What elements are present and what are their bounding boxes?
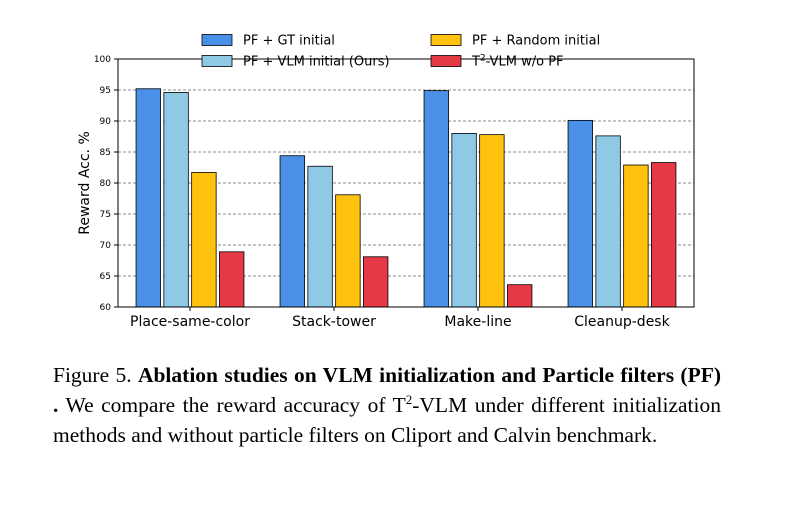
legend-swatch — [201, 34, 233, 46]
legend-label: PF + Random initial — [472, 34, 600, 49]
bar — [623, 164, 649, 308]
legend-label: PF + VLM initial (Ours) — [243, 55, 390, 70]
bar — [423, 90, 449, 308]
y-tick-labels: 60 65 70 75 80 85 90 95 100 — [94, 55, 118, 313]
legend-swatch — [201, 55, 233, 67]
x-category-label: Cleanup-desk — [574, 314, 670, 330]
bar — [451, 132, 477, 308]
bar — [191, 172, 217, 308]
x-category-labels: Place-same-color Stack-tower Make-line Clea… — [130, 307, 671, 330]
y-tick-label: 60 — [100, 303, 112, 313]
y-tick-label: 65 — [100, 272, 111, 282]
caption-text-1: We compare the reward accuracy of T — [58, 393, 406, 417]
x-category-label: Place-same-color — [130, 314, 250, 330]
figure-caption: Figure 5. Ablation studies on VLM initia… — [53, 360, 721, 450]
caption-prefix: Figure 5. — [53, 363, 138, 387]
bar — [335, 194, 361, 308]
chart: 60 65 70 75 80 85 90 95 100 Place-same-color Stac… — [77, 34, 695, 330]
bar — [567, 119, 593, 308]
bar — [163, 92, 189, 308]
bar-chart-svg: 60 65 70 75 80 85 90 95 100 Place-same-color Stac… — [77, 34, 695, 330]
y-tick-label: 75 — [100, 210, 111, 220]
bar — [595, 135, 621, 308]
legend: PF + GT initial PF + Random initial PF + V… — [201, 34, 600, 70]
x-category-label: Make-line — [444, 314, 511, 330]
bar — [279, 155, 305, 308]
legend-swatch — [430, 55, 462, 67]
y-tick-label: 95 — [100, 86, 111, 96]
caption-superscript: 2 — [405, 391, 413, 407]
bar — [651, 162, 677, 308]
y-tick-label: 100 — [94, 55, 111, 65]
caption-bold-title: Ablation studies on VLM initialization a… — [53, 363, 721, 417]
y-axis-label: Reward Acc. % — [77, 131, 93, 235]
y-tick-label: 90 — [100, 117, 112, 127]
bar — [479, 134, 505, 308]
y-tick-label: 80 — [100, 179, 112, 189]
x-category-label: Stack-tower — [292, 314, 376, 330]
legend-label: T2-VLM w/o PF — [471, 54, 564, 70]
caption-text-2: -VLM under different initialization meth… — [53, 393, 721, 447]
bar — [135, 88, 161, 308]
bar — [219, 251, 245, 308]
bar — [363, 256, 389, 308]
bars — [135, 88, 677, 308]
y-tick-label: 70 — [100, 241, 112, 251]
legend-label: PF + GT initial — [243, 34, 335, 49]
bar — [307, 165, 333, 308]
y-tick-label: 85 — [100, 148, 111, 158]
bar — [507, 284, 533, 308]
legend-swatch — [430, 34, 462, 46]
